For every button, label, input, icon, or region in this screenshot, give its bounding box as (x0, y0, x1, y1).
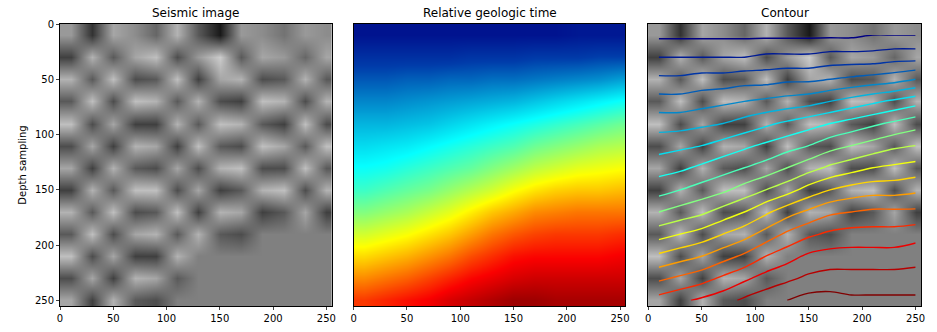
svg-text:50: 50 (695, 313, 708, 324)
svg-text:100: 100 (746, 313, 765, 324)
svg-text:0: 0 (57, 313, 63, 324)
svg-text:150: 150 (210, 313, 229, 324)
svg-text:200: 200 (264, 313, 283, 324)
svg-text:0: 0 (48, 19, 54, 30)
svg-text:100: 100 (451, 313, 470, 324)
svg-text:0: 0 (350, 313, 356, 324)
svg-text:Depth sampling: Depth sampling (17, 125, 28, 204)
svg-text:Contour: Contour (761, 6, 809, 20)
svg-text:150: 150 (799, 313, 818, 324)
svg-text:100: 100 (35, 129, 54, 140)
svg-text:150: 150 (35, 184, 54, 195)
svg-text:200: 200 (853, 313, 872, 324)
svg-text:200: 200 (557, 313, 576, 324)
svg-text:50: 50 (107, 313, 120, 324)
svg-text:Seismic image: Seismic image (152, 6, 239, 20)
svg-text:250: 250 (906, 313, 925, 324)
svg-text:250: 250 (35, 295, 54, 306)
svg-text:0: 0 (645, 313, 651, 324)
svg-text:50: 50 (401, 313, 414, 324)
svg-text:250: 250 (317, 313, 336, 324)
svg-text:250: 250 (610, 313, 629, 324)
svg-text:50: 50 (41, 74, 54, 85)
svg-text:100: 100 (157, 313, 176, 324)
svg-text:150: 150 (504, 313, 523, 324)
svg-text:200: 200 (35, 240, 54, 251)
svg-text:Relative geologic time: Relative geologic time (423, 6, 557, 20)
